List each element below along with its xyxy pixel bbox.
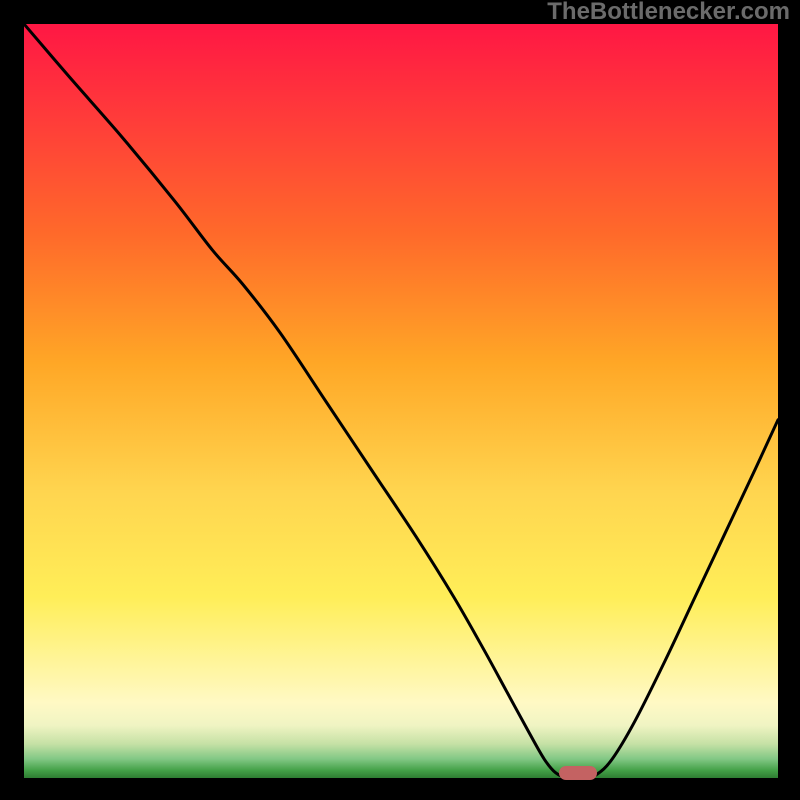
curve-overlay bbox=[24, 24, 778, 778]
watermark-text: TheBottlenecker.com bbox=[547, 0, 790, 26]
bottleneck-curve bbox=[24, 24, 778, 778]
optimal-marker bbox=[559, 766, 597, 780]
plot-area bbox=[24, 24, 778, 778]
bottleneck-chart: TheBottlenecker.com bbox=[0, 0, 800, 800]
